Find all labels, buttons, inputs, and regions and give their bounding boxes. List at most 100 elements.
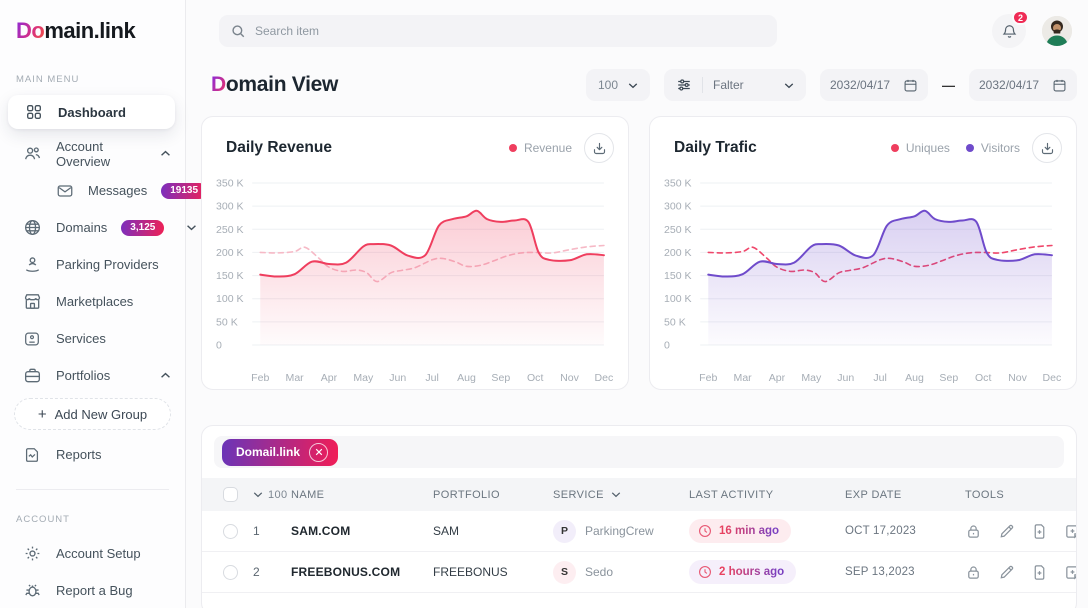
legend-item[interactable]: Uniques: [890, 141, 950, 155]
gear-icon: [22, 544, 42, 563]
filter-label: Falter: [713, 78, 744, 92]
svg-text:Nov: Nov: [560, 372, 579, 384]
sidebar-item-parking-providers[interactable]: Parking Providers: [0, 246, 185, 283]
note-plus-icon[interactable]: [1064, 564, 1076, 581]
sidebar-item-label: Marketplaces: [56, 294, 134, 309]
sidebar-item-marketplaces[interactable]: Marketplaces: [0, 283, 185, 320]
svg-text:150 K: 150 K: [216, 270, 244, 282]
select-all-checkbox[interactable]: [223, 487, 238, 502]
date-to-picker[interactable]: 2032/04/17: [969, 69, 1077, 101]
trafic-chart-plot: 350 K 300 K 250 K 200 K 150 K 100 K 50 K 0 Feb Ma…: [650, 163, 1076, 389]
file-plus-icon[interactable]: [1031, 523, 1048, 540]
download-button[interactable]: [584, 133, 614, 163]
svg-text:May: May: [801, 372, 822, 384]
filter-dropdown[interactable]: Falter: [664, 69, 806, 101]
note-plus-icon[interactable]: [1064, 523, 1076, 540]
svg-text:0: 0: [216, 340, 222, 352]
legend-dot: [508, 144, 517, 152]
topbar: 2: [186, 0, 1088, 50]
legend-item[interactable]: Revenue: [508, 141, 572, 155]
date-to-value: 2032/04/17: [979, 78, 1040, 92]
avatar[interactable]: [1042, 16, 1072, 46]
svg-text:Dec: Dec: [595, 372, 614, 384]
file-plus-icon[interactable]: [1031, 564, 1048, 581]
date-from-picker[interactable]: 2032/04/17: [820, 69, 928, 101]
last-activity-badge: 2 hours ago: [689, 560, 797, 584]
sidebar-item-reports[interactable]: Reports: [0, 436, 185, 473]
sidebar-item-dashboard[interactable]: Dashboard: [8, 95, 175, 129]
svg-text:Feb: Feb: [699, 372, 717, 384]
close-icon[interactable]: [309, 442, 329, 462]
svg-text:100 K: 100 K: [664, 293, 692, 305]
notifications-button[interactable]: 2: [992, 10, 1029, 48]
sidebar-item-label: Services: [56, 331, 106, 346]
service-name: Sedo: [585, 565, 614, 579]
sidebar-item-report-a-bug[interactable]: Report a Bug: [0, 572, 185, 608]
sidebar-item-label: Portfolios: [56, 368, 111, 383]
svg-text:Dec: Dec: [1043, 372, 1062, 384]
column-count: 100: [268, 488, 288, 501]
row-checkbox[interactable]: [223, 523, 238, 539]
lock-icon[interactable]: [965, 564, 982, 581]
page-title: Domain View: [211, 73, 339, 96]
domains-table-card: Domail.link 100 NAME PORTFOLIO SERVICE L…: [201, 425, 1077, 608]
clock-icon: [699, 566, 711, 578]
sidebar-item-messages[interactable]: Messages 19135: [0, 172, 208, 209]
svg-text:Jul: Jul: [425, 372, 438, 384]
services-icon: [22, 330, 42, 348]
main-menu-label: MAIN MENU: [16, 74, 80, 85]
chevron-down-icon: [186, 224, 197, 231]
page-size-value: 100: [597, 78, 619, 92]
add-new-group-button[interactable]: + Add New Group: [14, 398, 171, 430]
chevron-down-icon: [628, 82, 638, 89]
svg-text:200 K: 200 K: [216, 247, 244, 259]
envelope-icon: [56, 182, 74, 200]
portfolio-name: FREEBONUS: [433, 565, 508, 579]
search-box[interactable]: [219, 15, 777, 47]
sidebar-item-label: Messages: [88, 183, 148, 198]
legend-item[interactable]: Visitors: [965, 141, 1020, 155]
lock-icon[interactable]: [965, 523, 982, 540]
column-service: SERVICE: [553, 488, 604, 501]
table-row: 2 FREEBONUS.COM FREEBONUS S Sedo 2 hours ago S…: [202, 552, 1076, 593]
row-checkbox[interactable]: [223, 564, 238, 580]
sidebar-item-portfolios[interactable]: Portfolios: [0, 357, 185, 394]
svg-text:150 K: 150 K: [664, 270, 692, 282]
sidebar: Domain.link MAIN MENU Dashboard Account …: [0, 0, 208, 608]
domain-name: SAM.COM: [291, 524, 351, 538]
download-button[interactable]: [1032, 133, 1062, 163]
edit-icon[interactable]: [998, 564, 1015, 581]
svg-text:100 K: 100 K: [216, 293, 244, 305]
svg-text:Jul: Jul: [873, 372, 886, 384]
sidebar-item-account-setup[interactable]: Account Setup: [0, 535, 185, 572]
parking-provider-icon: [22, 255, 42, 274]
main-area: 2 Domain View 100 Falter 2032/04/17: [186, 0, 1088, 608]
date-range-separator: —: [942, 77, 955, 93]
domain-filter-chip[interactable]: Domail.link: [222, 438, 339, 466]
row-number: 2: [253, 565, 260, 579]
sort-chevron-icon[interactable]: [253, 491, 263, 498]
svg-text:50 K: 50 K: [216, 316, 238, 328]
column-portfolio: PORTFOLIO: [433, 488, 500, 501]
calendar-icon: [1052, 78, 1067, 93]
dashboard-icon: [24, 103, 44, 121]
date-from-value: 2032/04/17: [830, 78, 891, 92]
sidebar-item-domains[interactable]: Domains 3,125: [0, 209, 197, 246]
search-input[interactable]: [255, 24, 765, 38]
page-size-dropdown[interactable]: 100: [586, 69, 650, 101]
sidebar-item-services[interactable]: Services: [0, 320, 185, 357]
table-body: 1 SAM.COM SAM P ParkingCrew 16 min ago OCT 17,…: [202, 511, 1076, 593]
sidebar-item-label: Report a Bug: [56, 583, 133, 598]
sidebar-item-account-overview[interactable]: Account Overview: [0, 135, 185, 172]
chevron-down-icon[interactable]: [611, 491, 621, 498]
add-new-group-label: Add New Group: [54, 406, 148, 422]
chart-title: Daily Revenue: [226, 139, 332, 156]
legend-dot: [965, 144, 974, 152]
edit-icon[interactable]: [998, 523, 1015, 540]
legend-dot: [890, 144, 899, 152]
svg-text:Apr: Apr: [321, 372, 338, 384]
svg-text:250 K: 250 K: [216, 224, 244, 236]
search-icon: [231, 24, 246, 39]
page-head: Domain View 100 Falter 2032/04/17 — 2032…: [201, 68, 1077, 102]
svg-text:250 K: 250 K: [664, 224, 692, 236]
